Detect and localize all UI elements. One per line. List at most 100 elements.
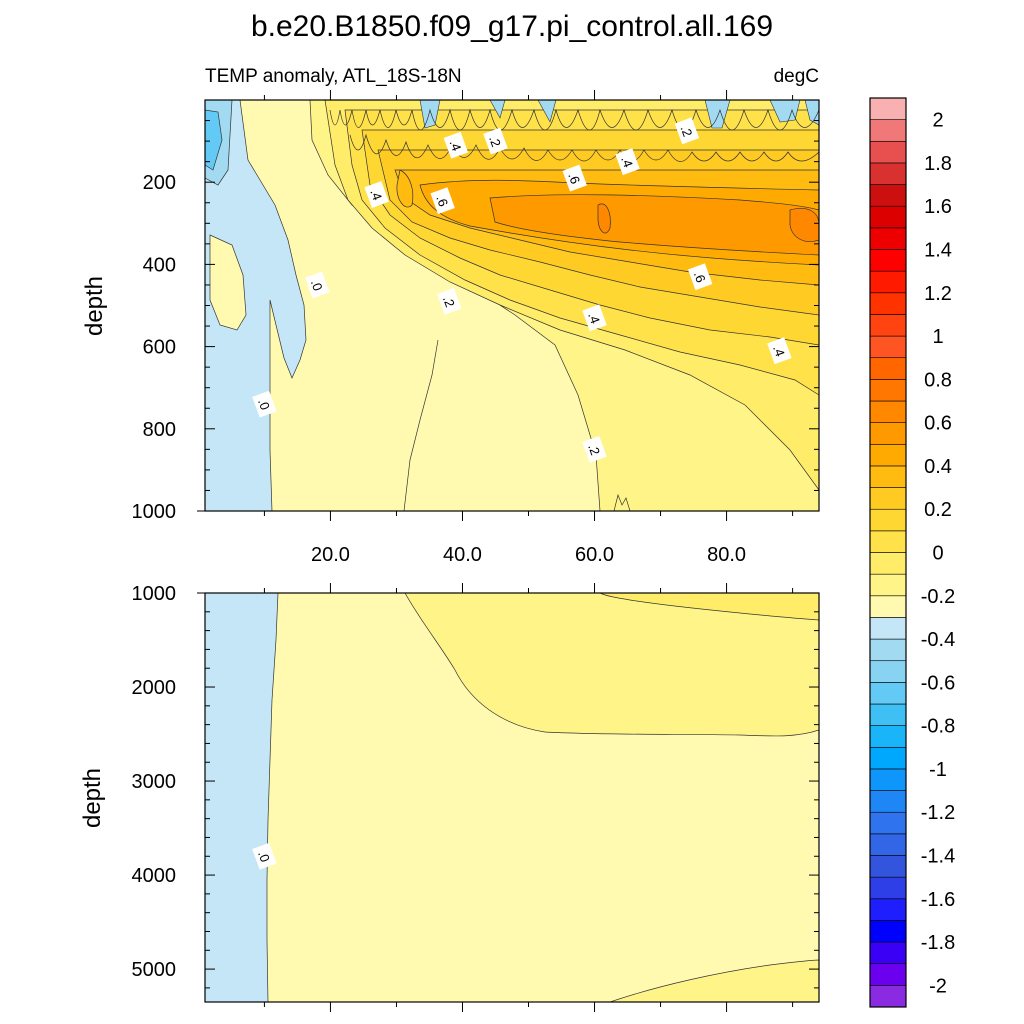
- contour-level-0-9-b: [597, 203, 611, 234]
- colorbar-swatch: [869, 335, 907, 359]
- colorbar-label: 0.6: [924, 413, 952, 435]
- colorbar-swatch: [869, 530, 907, 553]
- upper-surface-waves: [329, 108, 819, 131]
- upper-x-tick-label: 80.0: [707, 544, 746, 566]
- lower-y-tick-label: 5000: [132, 959, 177, 981]
- contour-label: .4: [364, 181, 389, 208]
- upper-y-tick-label: 200: [143, 172, 176, 194]
- contour-label-text: .0: [255, 849, 273, 864]
- colorbar-label: 0.8: [924, 369, 952, 391]
- contour-label: .6: [687, 263, 713, 291]
- colorbar-swatch: [869, 162, 907, 185]
- upper-surface-cold-cells: [419, 100, 819, 129]
- upper-contour-labels: .4 .2 .2 .4 .6 .4 .6 .0 .6 .2 .4 .4 .0 .2: [252, 117, 792, 463]
- colorbar-swatch: [869, 249, 907, 272]
- colorbar-label: -2: [929, 975, 947, 997]
- contour-label-text: .4: [618, 154, 636, 169]
- lower-ylabel: depth: [79, 768, 106, 828]
- upper-deep-contour-lines: [403, 339, 631, 511]
- colorbar-label: 1.8: [924, 153, 952, 175]
- colorbar-swatch: [869, 184, 907, 207]
- upper-ylabel: depth: [81, 276, 108, 336]
- contour-label-text: .0: [255, 397, 273, 412]
- colorbar-swatch: [869, 119, 907, 142]
- lower-contour-labels: .0: [252, 842, 277, 870]
- contour-label-text: .4: [585, 310, 603, 325]
- colorbar-swatch: [869, 227, 907, 250]
- colorbar-swatch: [869, 920, 907, 943]
- colorbar-label: -0.8: [921, 716, 955, 738]
- colorbar-swatch: [869, 725, 907, 748]
- contour-label-text: .2: [585, 442, 603, 457]
- contour-label-text: .6: [691, 269, 709, 284]
- lower-warm-region: [404, 593, 819, 737]
- colorbar-swatch: [869, 638, 907, 662]
- colorbar-label: -0.2: [921, 586, 955, 608]
- colorbar-swatch: [869, 941, 907, 965]
- colorbar-swatch: [869, 552, 907, 575]
- colorbar-swatch: [869, 422, 907, 445]
- colorbar-label: 0: [932, 543, 943, 565]
- lower-plot-frame: [204, 592, 820, 1003]
- colorbar-swatch: [869, 811, 907, 835]
- contour-label-text: .6: [565, 171, 583, 186]
- colorbar-swatch: [869, 573, 907, 597]
- colorbar-frame: [869, 97, 907, 1008]
- colorbar-swatch: [869, 682, 907, 705]
- chart-title: b.e20.B1850.f09_g17.pi_control.all.169: [251, 10, 773, 43]
- upper-panel: 200 400 600 800 1000 20.0 40.0 60.0 80.0 .4 .2 .2…: [81, 90, 820, 566]
- lower-y-tick-label: 3000: [132, 771, 177, 793]
- colorbar-label: -1.6: [921, 889, 955, 911]
- contour-label-text: .2: [678, 123, 696, 138]
- colorbar-swatch: [869, 205, 907, 229]
- colorbar-swatch: [869, 898, 907, 921]
- colorbar-swatch: [869, 768, 907, 791]
- lower-x-axis: [263, 583, 794, 1012]
- colorbar-swatch: [869, 357, 907, 380]
- colorbar-swatch: [869, 270, 907, 294]
- contour-label-text: .4: [447, 138, 465, 153]
- upper-x-tick-label: 40.0: [443, 544, 482, 566]
- lower-panel: 1000 2000 3000 4000 5000 .0 depth: [79, 583, 820, 1012]
- upper-x-tick-label: 60.0: [575, 544, 614, 566]
- colorbar-swatch: [869, 465, 907, 488]
- colorbar-swatch: [869, 703, 907, 726]
- colorbar-label: -0.4: [921, 629, 955, 651]
- colorbar-label: -1: [929, 759, 947, 781]
- colorbar-label: 0.2: [924, 499, 952, 521]
- colorbar-swatch: [869, 379, 907, 402]
- lower-y-axis: 1000 2000 3000 4000 5000: [132, 583, 819, 989]
- upper-x-tick-label: 20.0: [311, 544, 350, 566]
- colorbar-label: 1.4: [924, 240, 952, 262]
- colorbar-label: -1.4: [921, 846, 955, 868]
- contour-label: .2: [483, 127, 508, 155]
- colorbar-label: 2: [932, 110, 943, 132]
- colorbar-swatch: [869, 746, 907, 770]
- colorbar-swatch: [869, 97, 907, 120]
- upper-x-axis: 20.0 40.0 60.0 80.0: [263, 90, 794, 566]
- chart-units: degC: [774, 66, 819, 87]
- contour-label: .4: [582, 304, 607, 332]
- colorbar-swatch: [869, 833, 907, 856]
- colorbar-swatch: [869, 963, 907, 986]
- colorbar-swatch: [869, 292, 907, 315]
- colorbar-swatch: [869, 314, 907, 337]
- contour-label: .6: [562, 164, 587, 192]
- colorbar-swatch: [869, 855, 907, 878]
- contour-label: .0: [252, 390, 277, 418]
- colorbar-swatch: [869, 400, 907, 423]
- colorbar-label: 1.6: [924, 196, 952, 218]
- contour-label-text: .2: [486, 134, 504, 149]
- colorbar-swatch: [869, 140, 907, 164]
- upper-y-tick-label: 600: [143, 337, 176, 359]
- colorbar-swatch: [869, 790, 907, 813]
- colorbar-swatch: [869, 660, 907, 683]
- upper-warm-island: [209, 234, 247, 331]
- upper-surface-cold-core: [205, 109, 223, 171]
- colorbar-label: 1.2: [924, 283, 952, 305]
- chart-subtitle-left: TEMP anomaly, ATL_18S-18N: [205, 66, 462, 87]
- lower-cold-region: [205, 593, 279, 1002]
- upper-y-tick-label: 800: [143, 419, 176, 441]
- lower-y-tick-label: 1000: [132, 583, 177, 605]
